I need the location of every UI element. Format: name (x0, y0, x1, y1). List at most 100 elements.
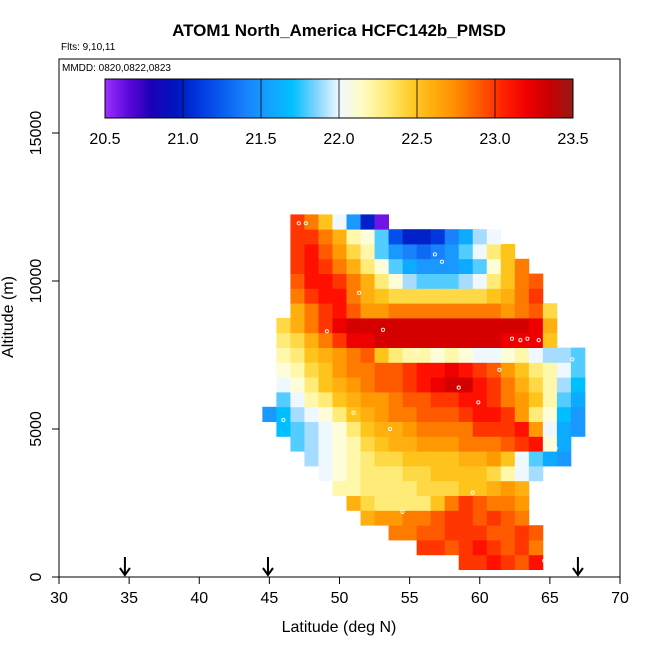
heatmap-cell (430, 392, 446, 408)
heatmap-cell (276, 362, 291, 378)
heatmap-cell (360, 244, 375, 260)
heatmap-cell (444, 525, 460, 541)
heatmap-cell (528, 540, 544, 556)
heatmap-cell (332, 273, 347, 289)
heatmap-cell (458, 466, 474, 482)
heatmap-cell (430, 229, 446, 245)
heatmap-cell (528, 436, 544, 452)
heatmap-cell (542, 347, 558, 363)
heatmap-cell (472, 332, 488, 348)
heatmap-cell (486, 303, 502, 319)
heatmap-cell (416, 495, 432, 511)
heatmap-cell (402, 466, 418, 482)
x-tick-label: 60 (471, 590, 489, 607)
heatmap-cell (332, 244, 347, 260)
heatmap-cell (500, 303, 516, 319)
heatmap-cell (542, 318, 558, 334)
sample-point (387, 426, 393, 432)
heatmap-cell (556, 362, 572, 378)
heatmap-cell (346, 244, 361, 260)
heatmap-cell (528, 554, 544, 570)
heatmap-cell (430, 318, 446, 334)
flights-annotation: Flts: 9,10,11 (61, 42, 116, 53)
x-axis: 30 35 40 45 50 55 60 65 70 (50, 577, 629, 607)
heatmap-cell (528, 466, 544, 482)
heatmap-cell (360, 436, 375, 452)
heatmap-cell (402, 244, 418, 260)
heatmap-cell (444, 495, 460, 511)
heatmap-cell (346, 258, 361, 274)
heatmap-cell (416, 258, 432, 274)
heatmap-cell (416, 436, 432, 452)
heatmap-cell (318, 436, 333, 452)
heatmap-cell (374, 451, 389, 467)
heatmap-cell (402, 332, 418, 348)
heatmap-cell (332, 318, 347, 334)
heatmap-cell (304, 273, 319, 289)
heatmap-cell (332, 214, 347, 230)
heatmap-cell (430, 495, 446, 511)
y-axis: 0 5000 10000 15000 (28, 111, 59, 581)
heatmap-cell (444, 540, 460, 556)
sample-point (536, 338, 541, 343)
heatmap-cell (332, 303, 347, 319)
heatmap-cell (472, 510, 488, 526)
heatmap-cell (458, 332, 474, 348)
heatmap-cell (528, 377, 544, 393)
heatmap-cell (374, 510, 389, 526)
heatmap-cell (304, 392, 319, 408)
y-tick-label: 15000 (28, 111, 45, 156)
heatmap-cell (486, 525, 502, 541)
heatmap-cell (262, 406, 277, 422)
heatmap-cell (402, 258, 418, 274)
heatmap-cell (570, 392, 586, 408)
heatmap-cell (304, 288, 319, 304)
colorbar-tick-label: 21.5 (245, 131, 276, 148)
heatmap-cell (430, 540, 446, 556)
heatmap-cell (430, 451, 446, 467)
heatmap-cell (374, 332, 389, 348)
heatmap-cell (374, 436, 389, 452)
heatmap-cell (346, 273, 361, 289)
heatmap-cell (318, 214, 333, 230)
heatmap-cell (528, 362, 544, 378)
heatmap-cell (402, 303, 418, 319)
heatmap-cell (542, 451, 558, 467)
heatmap-cell (402, 288, 418, 304)
heatmap-cell (430, 421, 446, 437)
heatmap-cell (416, 273, 432, 289)
heatmap-cell (346, 347, 361, 363)
heatmap-cell (500, 332, 516, 348)
heatmap-cell (458, 451, 474, 467)
heatmap-cell (500, 495, 516, 511)
heatmap-cell (276, 347, 291, 363)
heatmap-cell (332, 466, 347, 482)
heatmap-cell (486, 273, 502, 289)
heatmap-cell (276, 421, 291, 437)
heatmap-cell (304, 451, 319, 467)
heatmap-cell (360, 406, 375, 422)
x-tick-label: 40 (190, 590, 208, 607)
heatmap-cell (374, 244, 389, 260)
heatmap-cell (430, 258, 446, 274)
heatmap-cell (500, 288, 516, 304)
heatmap-cell (500, 554, 516, 570)
heatmap-cell (304, 347, 319, 363)
sample-point (525, 336, 530, 341)
heatmap-cell (290, 406, 305, 422)
heatmap-cell (402, 273, 418, 289)
heatmap-cell (318, 451, 333, 467)
heatmap-cell (458, 229, 474, 245)
sample-point (351, 410, 356, 415)
heatmap-cell (402, 347, 418, 363)
heatmap-cell (332, 436, 347, 452)
heatmap-cell (318, 273, 333, 289)
heatmap-cell (290, 347, 305, 363)
heatmap-cell (304, 229, 319, 245)
heatmap-cell (430, 406, 446, 422)
heatmap-cell (388, 392, 404, 408)
heatmap-cell (374, 362, 389, 378)
heatmap-cell (290, 421, 305, 437)
heatmap-cell (318, 229, 333, 245)
heatmap-cell (388, 303, 404, 319)
